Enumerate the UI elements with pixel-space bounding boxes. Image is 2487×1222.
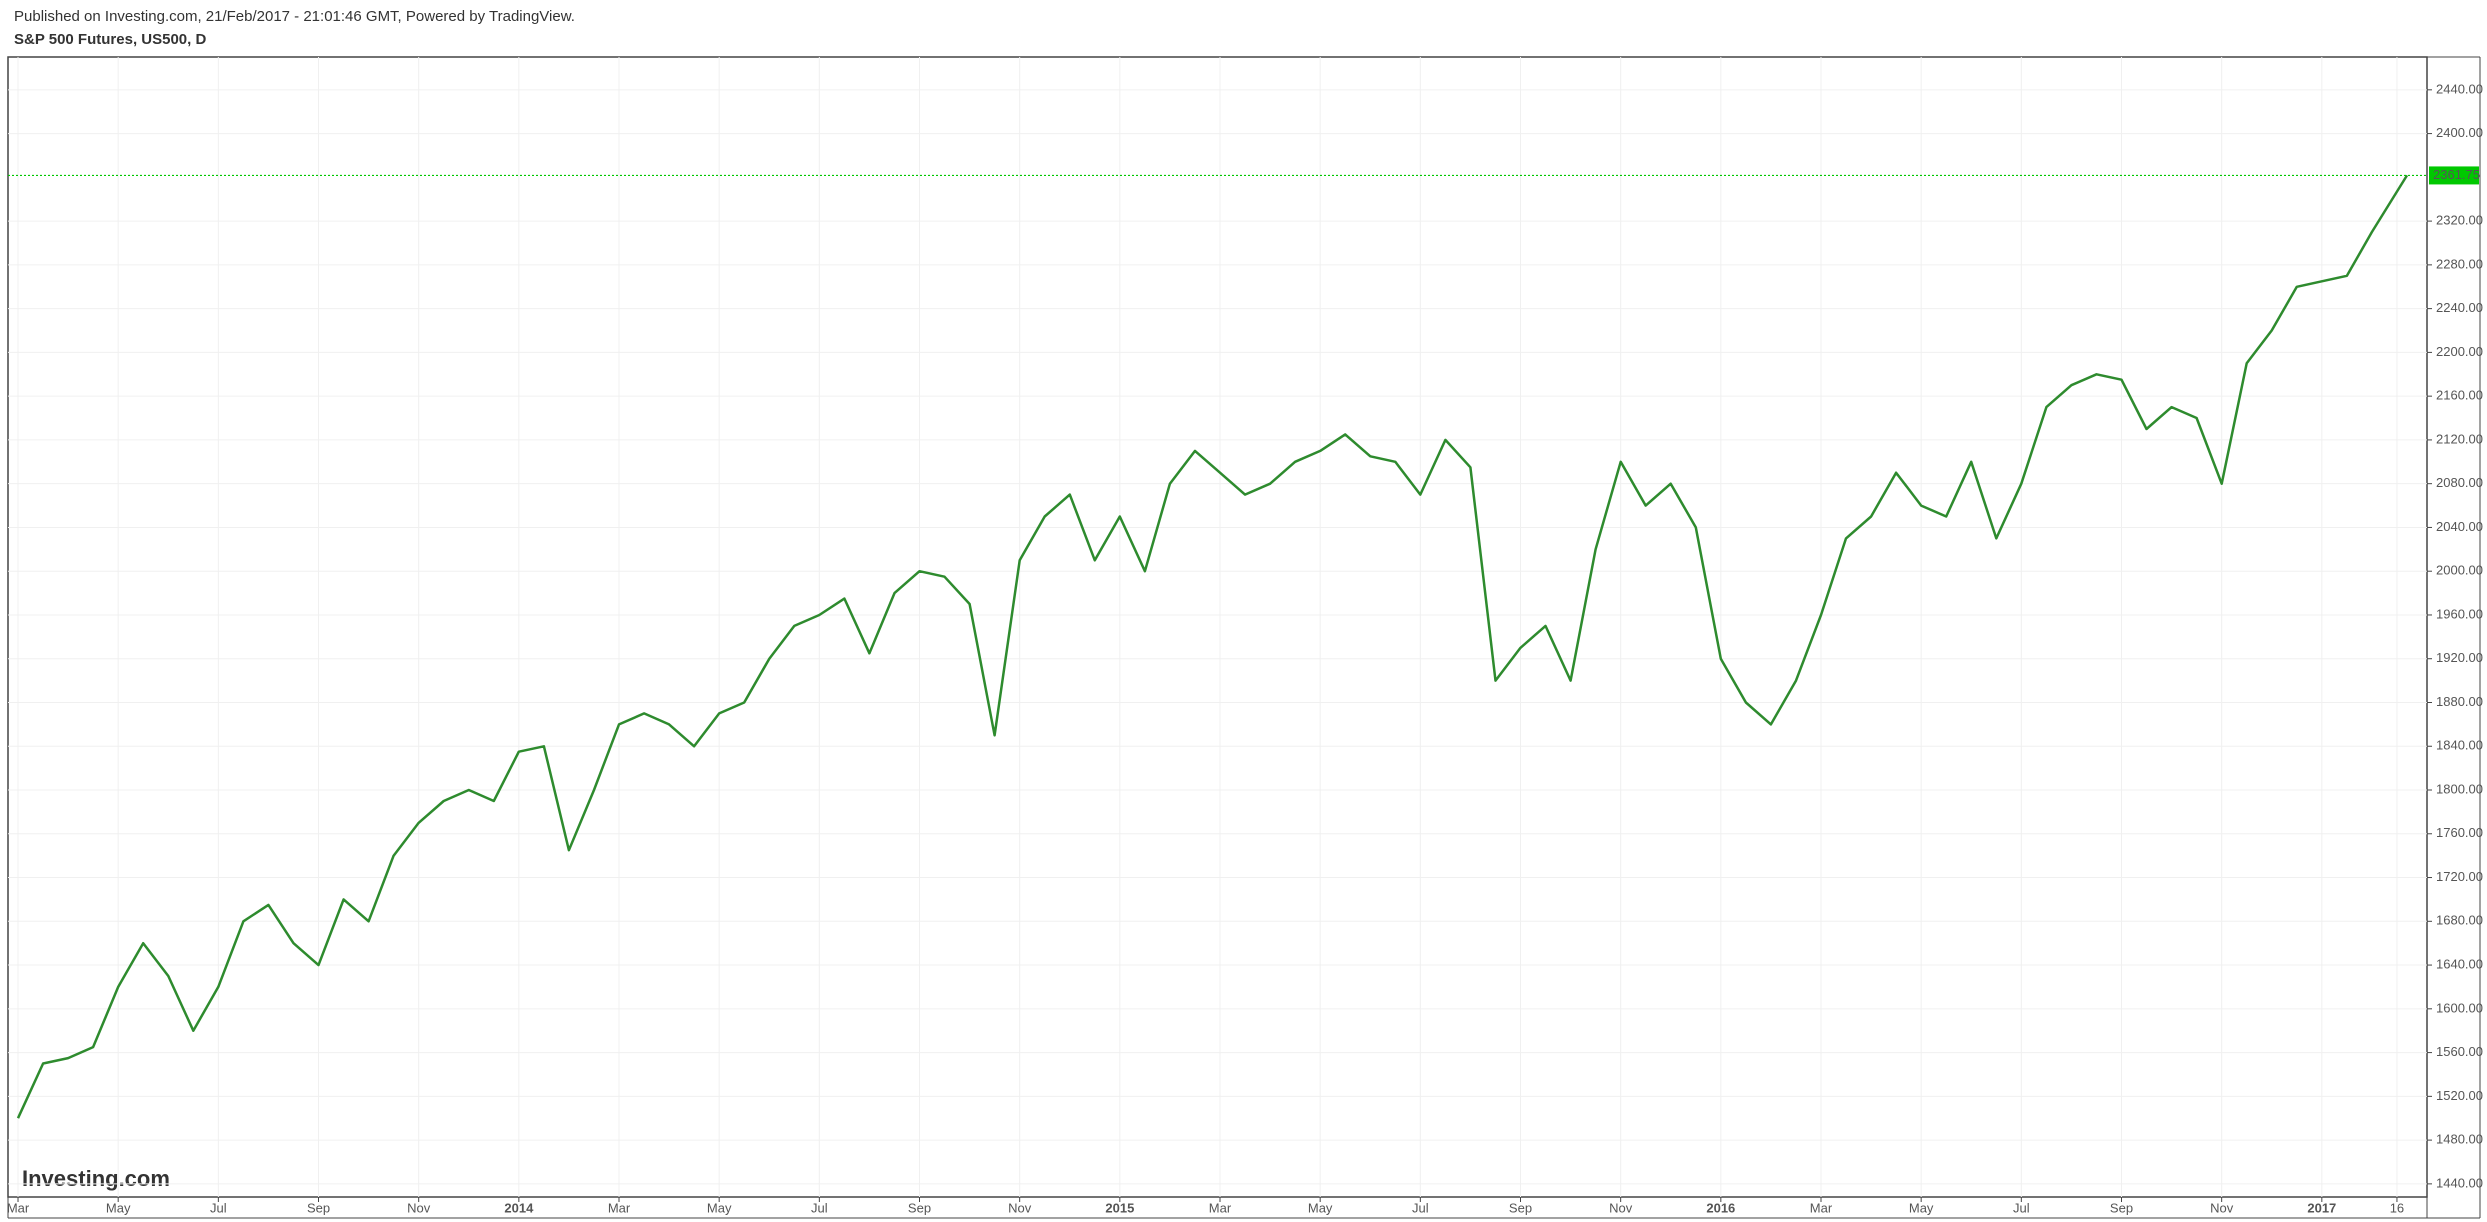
y-tick-label: 2440.00 — [2436, 81, 2483, 96]
y-tick-label: 2000.00 — [2436, 563, 2483, 578]
logo: Investing.com — [22, 1166, 170, 1191]
x-tick-label: Sep — [307, 1200, 330, 1215]
y-tick-label: 1680.00 — [2436, 913, 2483, 928]
price-line — [16, 174, 2409, 1119]
y-tick-label: 1760.00 — [2436, 825, 2483, 840]
x-tick-label: Mar — [7, 1200, 30, 1215]
x-tick-label: Mar — [608, 1200, 631, 1215]
x-tick-label: Sep — [908, 1200, 931, 1215]
y-tick-label: 2080.00 — [2436, 475, 2483, 490]
x-tick-label: 16 — [2390, 1200, 2404, 1215]
y-tick-label: 1800.00 — [2436, 781, 2483, 796]
y-tick-label: 1880.00 — [2436, 694, 2483, 709]
y-tick-label: 2040.00 — [2436, 519, 2483, 534]
y-tick-label: 2120.00 — [2436, 431, 2483, 446]
x-tick-label: Jul — [210, 1200, 227, 1215]
x-tick-label: May — [106, 1200, 131, 1215]
x-tick-label: Sep — [1509, 1200, 1532, 1215]
x-tick-label: Mar — [1209, 1200, 1232, 1215]
plot-frame — [7, 56, 2428, 1198]
x-tick-label: Mar — [1810, 1200, 1833, 1215]
y-tick-label: 1600.00 — [2436, 1000, 2483, 1015]
x-tick-label: 2015 — [1105, 1200, 1134, 1215]
x-tick-label: Jul — [811, 1200, 828, 1215]
y-tick-label: 2400.00 — [2436, 125, 2483, 140]
x-tick-label: 2017 — [2307, 1200, 2336, 1215]
y-tick-label: 1480.00 — [2436, 1132, 2483, 1147]
x-tick-label: Jul — [2013, 1200, 2030, 1215]
y-tick-label: 1560.00 — [2436, 1044, 2483, 1059]
last-price-label: 2361.75 — [2433, 167, 2480, 182]
last-price-box — [2429, 166, 2479, 185]
x-tick-label: 2016 — [1706, 1200, 1735, 1215]
x-tick-label: Jul — [1412, 1200, 1429, 1215]
chart-title: S&P 500 Futures, US500, D — [14, 31, 206, 48]
y-tick-label: 1720.00 — [2436, 869, 2483, 884]
y-tick-label: 1960.00 — [2436, 606, 2483, 621]
y-tick-label: 1640.00 — [2436, 956, 2483, 971]
published-note: Published on Investing.com, 21/Feb/2017 … — [14, 8, 575, 25]
y-tick-label: 2320.00 — [2436, 213, 2483, 228]
x-tick-label: Sep — [2110, 1200, 2133, 1215]
y-tick-label: 1520.00 — [2436, 1088, 2483, 1103]
x-tick-label: May — [1308, 1200, 1333, 1215]
x-tick-label: Nov — [407, 1200, 431, 1215]
x-tick-label: 2014 — [504, 1200, 534, 1215]
x-tick-label: May — [707, 1200, 732, 1215]
y-tick-label: 1840.00 — [2436, 738, 2483, 753]
x-tick-label: May — [1909, 1200, 1934, 1215]
x-tick-label: Nov — [2210, 1200, 2234, 1215]
y-tick-label: 2280.00 — [2436, 256, 2483, 271]
y-tick-label: 1920.00 — [2436, 650, 2483, 665]
x-tick-label: Nov — [1008, 1200, 1032, 1215]
y-tick-label: 2240.00 — [2436, 300, 2483, 315]
y-tick-label: 1440.00 — [2436, 1175, 2483, 1190]
y-tick-label: 2200.00 — [2436, 344, 2483, 359]
x-tick-label: Nov — [1609, 1200, 1633, 1215]
y-tick-label: 2160.00 — [2436, 388, 2483, 403]
